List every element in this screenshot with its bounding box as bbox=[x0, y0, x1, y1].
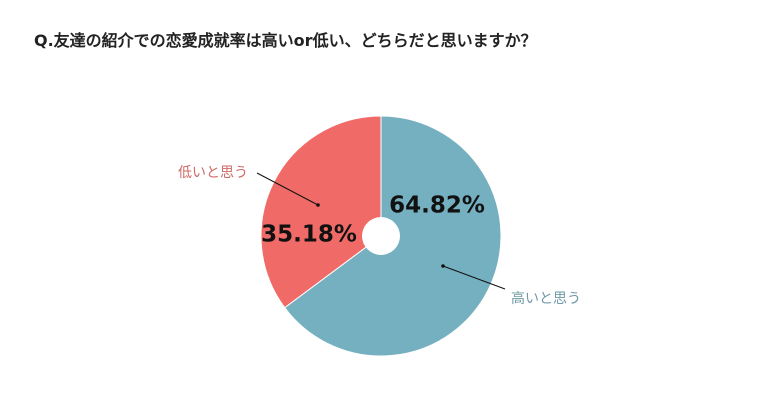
value-label-1: 64.82% bbox=[389, 193, 485, 219]
leader-dot-2 bbox=[316, 203, 320, 207]
category-label-2: 低いと思う bbox=[178, 165, 248, 181]
leader-dot-1 bbox=[441, 264, 445, 268]
leader-lines bbox=[256, 172, 506, 290]
chart-title: Q.友達の紹介での恋愛成就率は高いor低い、どちらだと思いますか？ bbox=[34, 31, 537, 50]
donut-hole bbox=[362, 217, 400, 255]
leader-line-1 bbox=[442, 265, 506, 290]
leader-line-2 bbox=[256, 172, 319, 206]
category-label-1: 高いと思う bbox=[511, 290, 581, 307]
value-label-2: 35.18% bbox=[261, 222, 357, 248]
pie-labels: 64.82% 35.18% 高いと思う 低いと思う bbox=[178, 165, 581, 307]
